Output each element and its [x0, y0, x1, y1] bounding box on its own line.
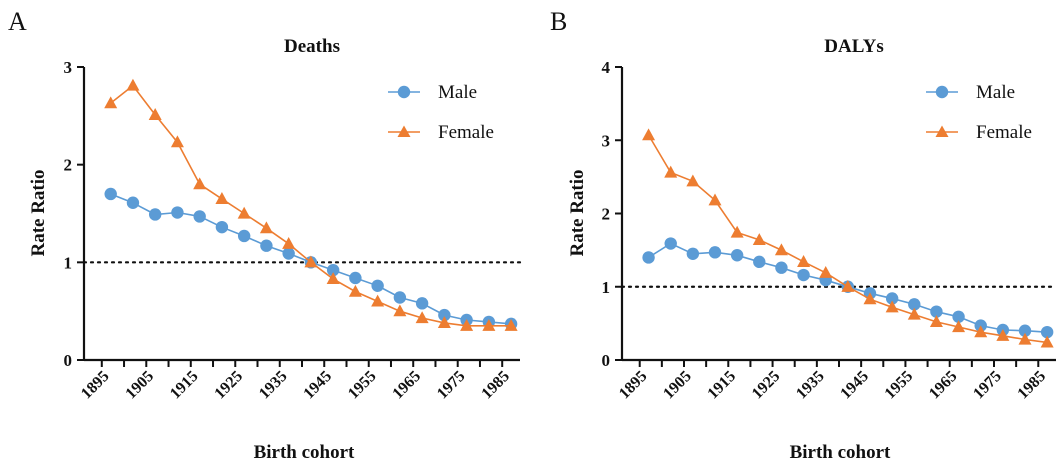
axes: 0 1 2 3 1895 1905 1915 1925 1935 1945 1955 1965 1975…: [64, 58, 521, 402]
x-tick-label: 1985: [478, 368, 513, 403]
data-point-male: [127, 197, 139, 209]
data-point-male: [775, 262, 787, 274]
legend-label-male: Male: [438, 82, 477, 103]
series-female: [104, 79, 517, 331]
data-point-male: [642, 251, 654, 263]
data-point-male: [349, 272, 361, 284]
legend-marker-male: [936, 86, 948, 98]
data-point-male: [394, 291, 406, 303]
x-tick-label: 1935: [793, 368, 828, 403]
x-tick-label: 1965: [926, 368, 961, 403]
legend-label-male: Male: [976, 82, 1015, 103]
data-point-male: [193, 210, 205, 222]
data-point-male: [687, 248, 699, 260]
series-female: [642, 128, 1054, 347]
y-axis-title: Rate Ratio: [28, 169, 49, 256]
data-point-female: [126, 79, 139, 91]
legend: Male Female: [388, 82, 494, 143]
data-point-male: [104, 188, 116, 200]
panel-deaths: A Deaths Rate Ratio Birth cohort Male Fe…: [8, 7, 520, 463]
panel-dalys: B DALYs Rate Ratio Birth cohort Male Fem…: [550, 7, 1056, 463]
y-tick-label: 3: [64, 58, 73, 77]
x-tick-label: 1915: [704, 368, 739, 403]
x-tick-label: 1935: [256, 368, 291, 403]
x-tick-label: 1905: [660, 368, 695, 403]
y-tick-label: 4: [602, 58, 611, 77]
data-point-male: [416, 297, 428, 309]
x-tick-label: 1985: [1014, 368, 1049, 403]
data-point-female: [664, 166, 677, 178]
x-tick-label: 1895: [616, 368, 651, 403]
data-point-female: [731, 226, 744, 238]
data-point-female: [371, 295, 384, 307]
x-tick-label: 1975: [970, 368, 1005, 403]
x-tick-label: 1955: [882, 368, 917, 403]
data-point-female: [260, 221, 273, 233]
data-point-female: [104, 96, 117, 108]
data-point-male: [260, 240, 272, 252]
x-tick-label: 1945: [300, 368, 335, 403]
data-point-female: [393, 304, 406, 316]
y-tick-label: 2: [64, 156, 73, 175]
x-tick-label: 1975: [434, 368, 469, 403]
y-tick-label: 0: [64, 351, 73, 370]
legend-label-female: Female: [976, 122, 1032, 143]
data-point-male: [238, 230, 250, 242]
data-point-female: [775, 243, 788, 255]
y-tick-label: 3: [602, 131, 611, 150]
chart-title: Deaths: [284, 36, 340, 57]
data-point-female: [215, 192, 228, 204]
legend-entry-male: Male: [388, 82, 477, 103]
y-tick-label: 1: [602, 278, 611, 297]
y-tick-label: 0: [602, 351, 611, 370]
data-point-female: [797, 255, 810, 267]
x-tick-label: 1965: [389, 368, 424, 403]
x-axis-title: Birth cohort: [790, 442, 891, 463]
data-point-male: [797, 269, 809, 281]
data-point-male: [665, 237, 677, 249]
y-axis-title: Rate Ratio: [567, 169, 588, 256]
legend-marker-male: [398, 86, 410, 98]
legend-entry-male: Male: [926, 82, 1015, 103]
y-tick-label: 1: [64, 253, 73, 272]
data-point-female: [349, 285, 362, 297]
x-tick-label: 1925: [749, 368, 784, 403]
data-point-male: [282, 247, 294, 259]
data-point-female: [642, 128, 655, 140]
data-point-male: [371, 280, 383, 292]
data-point-male: [149, 208, 161, 220]
data-point-male: [709, 246, 721, 258]
data-point-female: [193, 177, 206, 189]
x-tick-label: 1925: [211, 368, 246, 403]
x-tick-label: 1955: [345, 368, 380, 403]
data-point-male: [731, 249, 743, 261]
data-point-female: [238, 207, 251, 219]
data-point-male: [216, 221, 228, 233]
data-point-male: [753, 256, 765, 268]
data-point-female: [282, 237, 295, 249]
legend: Male Female: [926, 82, 1032, 143]
legend-entry-female: Female: [388, 122, 494, 143]
x-axis-title: Birth cohort: [254, 442, 355, 463]
legend-entry-female: Female: [926, 122, 1032, 143]
x-tick-label: 1945: [837, 368, 872, 403]
data-point-female: [819, 266, 832, 278]
y-tick-label: 2: [602, 205, 611, 224]
data-point-female: [709, 194, 722, 206]
panel-label: B: [550, 7, 567, 36]
data-point-female: [686, 174, 699, 186]
legend-label-female: Female: [438, 122, 494, 143]
x-tick-label: 1905: [122, 368, 157, 403]
x-tick-label: 1895: [78, 368, 113, 403]
panel-label: A: [8, 7, 27, 36]
axes: 0 1 2 3 4 1895 1905 1915 1925 1935 1945 1955 1965 197…: [602, 58, 1057, 402]
x-tick-label: 1915: [167, 368, 202, 403]
data-point-male: [171, 206, 183, 218]
chart-title: DALYs: [824, 36, 884, 57]
series-line-female: [649, 135, 1048, 342]
